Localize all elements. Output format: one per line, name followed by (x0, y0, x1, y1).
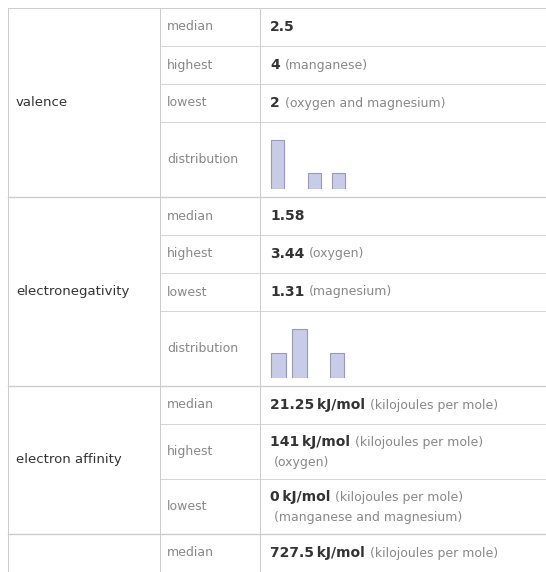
Text: 1.31: 1.31 (270, 285, 304, 299)
Text: lowest: lowest (167, 500, 207, 513)
Text: median: median (167, 209, 214, 223)
Text: (kilojoules per mole): (kilojoules per mole) (370, 399, 498, 411)
Text: median: median (167, 21, 214, 34)
Bar (293, 329, 307, 378)
Text: (manganese): (manganese) (285, 58, 368, 72)
Text: 141 kJ/mol: 141 kJ/mol (270, 435, 350, 449)
Text: highest: highest (167, 445, 213, 458)
Text: (oxygen): (oxygen) (274, 456, 329, 469)
Text: 2.5: 2.5 (270, 20, 295, 34)
Text: lowest: lowest (167, 97, 207, 109)
Text: median: median (167, 546, 214, 559)
Text: valence: valence (16, 96, 68, 109)
Text: (kilojoules per mole): (kilojoules per mole) (335, 491, 464, 504)
Text: (oxygen): (oxygen) (310, 248, 365, 260)
Text: highest: highest (167, 248, 213, 260)
Text: 0 kJ/mol: 0 kJ/mol (270, 490, 330, 504)
Text: 4: 4 (270, 58, 280, 72)
Text: (oxygen and magnesium): (oxygen and magnesium) (285, 97, 445, 109)
Text: (kilojoules per mole): (kilojoules per mole) (370, 546, 498, 559)
Text: 3.44: 3.44 (270, 247, 304, 261)
Text: 1.58: 1.58 (270, 209, 305, 223)
Text: (magnesium): (magnesium) (310, 285, 393, 299)
Text: electronegativity: electronegativity (16, 285, 129, 298)
Text: 21.25 kJ/mol: 21.25 kJ/mol (270, 398, 365, 412)
Text: 727.5 kJ/mol: 727.5 kJ/mol (270, 546, 365, 560)
Bar (271, 353, 286, 378)
Text: electron affinity: electron affinity (16, 454, 122, 467)
Text: median: median (167, 399, 214, 411)
Text: (kilojoules per mole): (kilojoules per mole) (355, 436, 483, 448)
Text: lowest: lowest (167, 285, 207, 299)
Text: (manganese and magnesium): (manganese and magnesium) (274, 511, 462, 524)
Bar (307, 173, 321, 189)
Text: highest: highest (167, 58, 213, 72)
Bar (271, 140, 284, 189)
Bar (330, 353, 344, 378)
Text: distribution: distribution (167, 342, 238, 355)
Bar (332, 173, 345, 189)
Text: distribution: distribution (167, 153, 238, 166)
Text: 2: 2 (270, 96, 280, 110)
